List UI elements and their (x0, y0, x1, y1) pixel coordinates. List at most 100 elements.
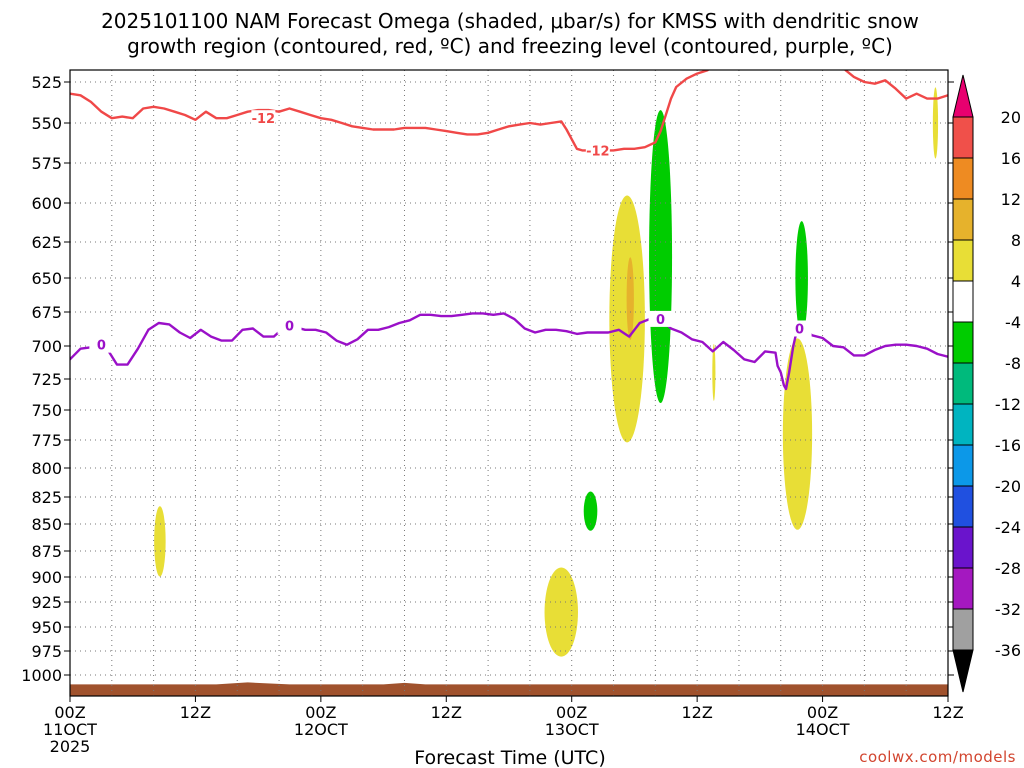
colorbar-label-8: -12 (995, 395, 1021, 414)
x-tick-label-60-1: 12Z (681, 703, 712, 722)
contour-label-1-1: -12 (252, 112, 276, 127)
y-tick-label-825: 825 (31, 488, 62, 507)
omega-region-9 (649, 110, 673, 404)
colorbar-swatch-6 (952, 321, 974, 364)
y-tick-label-575: 575 (31, 154, 62, 173)
contour-label-2-3: 0 (656, 313, 665, 328)
colorbar-swatch-2 (952, 157, 974, 200)
omega-region-7 (782, 338, 813, 530)
colorbar-label-1: 20 (1001, 108, 1021, 127)
contour-series-1-segment-2 (844, 70, 948, 100)
colorbar-label-3: 12 (1001, 190, 1021, 209)
colorbar-bottom-arrow (952, 649, 974, 693)
colorbar-label-11: -24 (995, 518, 1021, 537)
colorbar-swatch-10 (952, 485, 974, 528)
x-tick-label-24-1: 00Z (305, 703, 336, 722)
colorbar: 20 16 12 8 4 -4 -8 -12 -16 -20 -24 -28 -32 -36 (952, 74, 1021, 693)
y-tick-label-800: 800 (31, 459, 62, 478)
contour-lines (70, 70, 948, 391)
omega-shading (154, 87, 939, 657)
contour-label-bg-1-2 (585, 142, 610, 159)
contour-label-1-2: -12 (586, 144, 610, 159)
y-tick-label-900: 900 (31, 568, 62, 587)
x-tick-label-48-1: 00Z (556, 703, 587, 722)
colorbar-label-9: -16 (995, 436, 1021, 455)
grid-lines (70, 70, 948, 696)
y-tick-label-725: 725 (31, 370, 62, 389)
colorbar-label-13: -32 (995, 600, 1021, 619)
colorbar-top-arrow (952, 74, 974, 118)
x-tick-label-0-1: 00Z (54, 703, 85, 722)
y-tick-label-975: 975 (31, 642, 62, 661)
terrain (70, 682, 948, 696)
x-tick-label-0-2: 11OCT (43, 720, 97, 739)
contour-label-2-4: 0 (795, 322, 804, 337)
chart-title-line-2: growth region (contoured, red, ºC) and f… (127, 34, 893, 58)
colorbar-label-7: -8 (1005, 354, 1021, 373)
y-tick-label-950: 950 (31, 618, 62, 637)
y-tick-label-775: 775 (31, 431, 62, 450)
x-axis-label: Forecast Time (UTC) (414, 747, 605, 768)
y-tick-label-525: 525 (31, 73, 62, 92)
colorbar-label-6: -4 (1005, 313, 1021, 332)
omega-region-5 (612, 228, 623, 355)
colorbar-swatch-7 (952, 362, 974, 405)
y-tick-label-700: 700 (31, 337, 62, 356)
colorbar-label-10: -20 (995, 477, 1021, 496)
x-tick-label-36-1: 12Z (431, 703, 462, 722)
contour-labels: -12 -12 0 0 0 0 (89, 110, 812, 354)
colorbar-label-12: -28 (995, 559, 1021, 578)
y-tick-label-925: 925 (31, 593, 62, 612)
contour-series-2-segment-1 (70, 312, 948, 391)
chart-title-line-1: 2025101100 NAM Forecast Omega (shaded, μ… (101, 9, 919, 33)
y-tick-label-600: 600 (31, 194, 62, 213)
y-tick-label-625: 625 (31, 233, 62, 252)
x-tick-label-12-1: 12Z (180, 703, 211, 722)
x-tick-label-48-2: 13OCT (545, 720, 599, 739)
omega-region-1 (154, 506, 166, 577)
contour-label-bg-2-3 (648, 310, 673, 327)
colorbar-label-2: 16 (1001, 149, 1021, 168)
contour-label-bg-2-2 (277, 317, 302, 334)
omega-region-4 (626, 257, 634, 340)
colorbar-label-4: 8 (1011, 231, 1021, 250)
y-axis: 525 550 575 600 625 650 675 700 725 750 775 800 825 8… (21, 73, 954, 685)
colorbar-swatch-13 (952, 608, 974, 651)
terrain-fill (70, 682, 948, 696)
y-tick-label-850: 850 (31, 515, 62, 534)
colorbar-swatch-9 (952, 444, 974, 487)
y-tick-label-875: 875 (31, 542, 62, 561)
plot-frame (69, 69, 949, 697)
colorbar-swatch-3 (952, 198, 974, 241)
colorbar-swatch-4 (952, 239, 974, 282)
contour-label-2-2: 0 (285, 320, 294, 335)
omega-region-2 (544, 567, 578, 657)
colorbar-swatch-5 (952, 280, 974, 323)
y-tick-label-1000: 1000 (21, 666, 62, 685)
colorbar-swatch-11 (952, 526, 974, 569)
contour-label-bg-1-1 (251, 110, 276, 127)
contour-label-2-1: 0 (97, 339, 106, 354)
y-tick-label-550: 550 (31, 114, 62, 133)
x-tick-label-0-3: 2025 (50, 737, 91, 756)
colorbar-swatch-1 (952, 116, 974, 159)
colorbar-label-5: 4 (1011, 272, 1021, 291)
x-tick-label-84-1: 12Z (932, 703, 963, 722)
x-tick-label-24-2: 12OCT (294, 720, 348, 739)
contour-label-bg-2-1 (89, 336, 114, 353)
omega-region-6 (712, 344, 716, 401)
x-tick-label-72-1: 00Z (807, 703, 838, 722)
colorbar-label-14: -36 (995, 641, 1021, 660)
colorbar-swatch-12 (952, 567, 974, 610)
x-tick-label-72-2: 14OCT (796, 720, 850, 739)
omega-region-11 (583, 491, 598, 531)
y-tick-label-650: 650 (31, 269, 62, 288)
y-tick-label-675: 675 (31, 303, 62, 322)
omega-region-10 (795, 221, 808, 335)
credit-text: coolwx.com/models (859, 748, 1016, 766)
contour-series-1-segment-1 (70, 70, 709, 152)
colorbar-swatch-8 (952, 403, 974, 446)
contour-label-bg-2-4 (787, 320, 812, 337)
